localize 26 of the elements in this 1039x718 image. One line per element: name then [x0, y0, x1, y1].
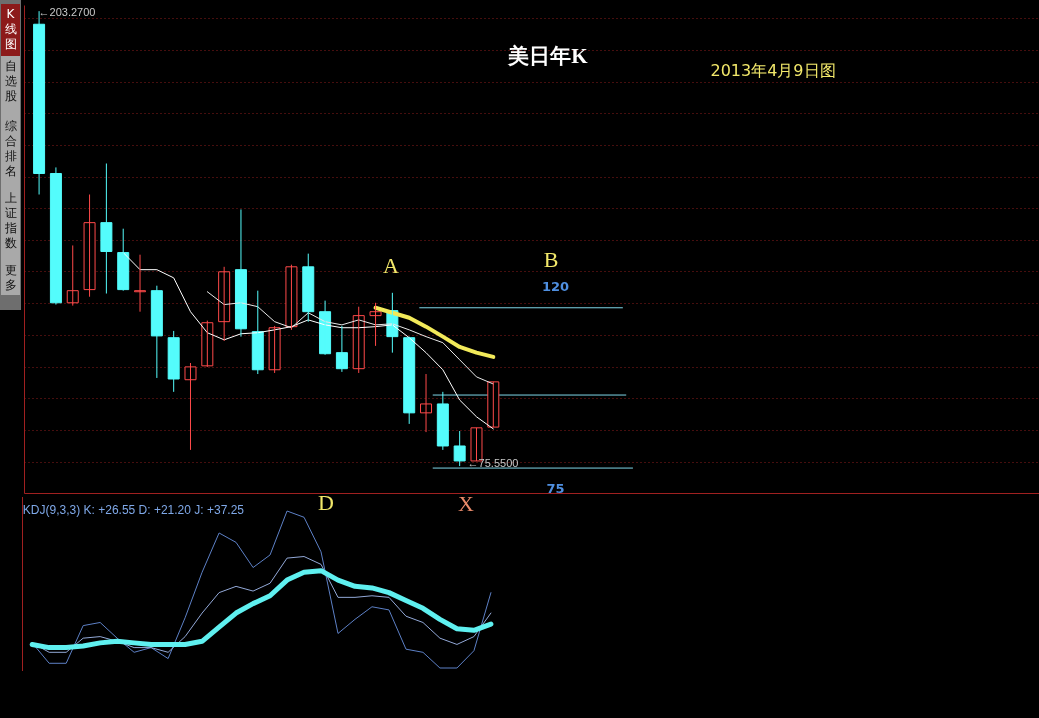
candlestick — [453, 430, 466, 467]
candlestick — [487, 381, 500, 428]
annotation: D — [318, 490, 334, 516]
candlestick — [83, 194, 96, 298]
candlestick — [100, 163, 113, 295]
candlestick — [167, 330, 180, 393]
candlestick — [420, 373, 433, 433]
candlestick — [268, 325, 281, 374]
text: B — [543, 247, 559, 273]
candlestick — [66, 244, 79, 307]
candlestick — [369, 302, 382, 347]
text: 2013年4月9日图 — [710, 60, 836, 82]
annotation: A — [383, 253, 399, 279]
annotation: ←75.5500 — [467, 457, 519, 469]
text: 美日年K — [508, 43, 588, 70]
annotation: X — [458, 491, 474, 517]
ref-line-label: 120 — [541, 278, 570, 294]
annotation: ←203.2700 — [38, 6, 96, 18]
sidebar-panel: K线图 自选股 综合排名 上证指数 更多 — [0, 0, 21, 310]
candlestick — [436, 391, 449, 451]
candlestick — [285, 264, 298, 331]
candlestick — [302, 253, 315, 323]
candlestick — [403, 336, 416, 425]
chart-title: KDJ(9,3,3) K: +26.55 D: +21.20 J: +37.25 — [22, 503, 245, 517]
ref-line-label: 75 — [546, 481, 565, 497]
candlestick — [184, 362, 197, 451]
